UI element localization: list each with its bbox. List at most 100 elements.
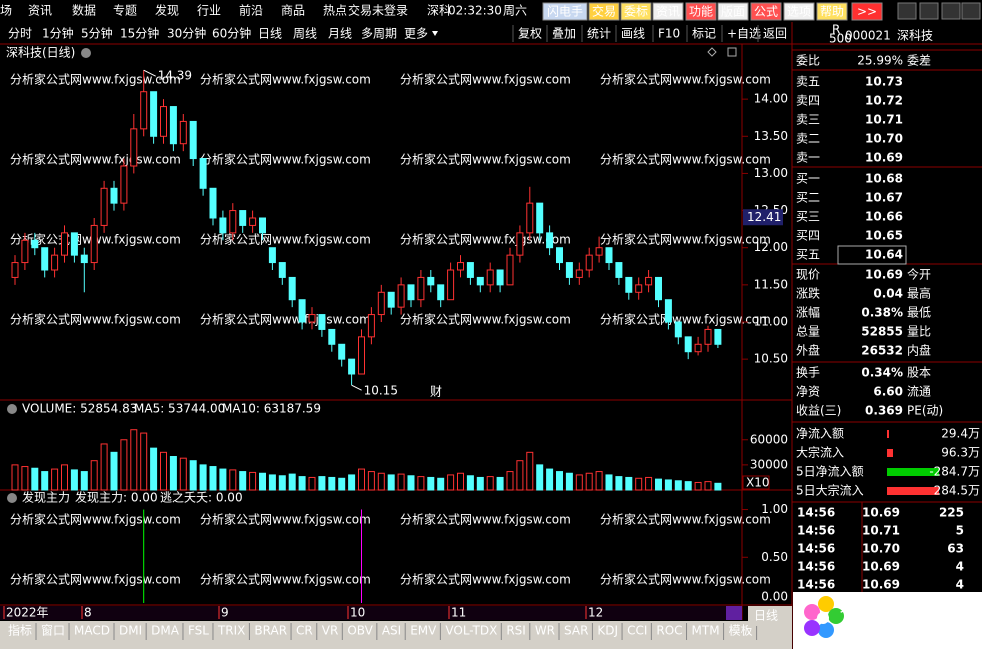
indicator-tab[interactable]: SAR bbox=[564, 624, 588, 638]
window-button[interactable] bbox=[919, 2, 939, 20]
tab-bar bbox=[0, 621, 792, 649]
button[interactable]: 闪电手 bbox=[547, 5, 583, 19]
period-tab[interactable]: 15分钟 bbox=[120, 26, 159, 41]
y-tick-label: 0.50 bbox=[761, 550, 788, 564]
field-label: 涨跌 bbox=[796, 286, 820, 301]
period-tab[interactable]: 30分钟 bbox=[167, 26, 206, 41]
period-tab[interactable]: 1分钟 bbox=[42, 26, 74, 41]
indicator-tab[interactable]: MTM bbox=[692, 624, 720, 638]
menu-item[interactable]: 专题 bbox=[113, 3, 137, 18]
watermark: 分析家公式网www.fxjgsw.com bbox=[10, 312, 181, 327]
button-bg[interactable] bbox=[542, 2, 588, 21]
trade-price: 10.69 bbox=[862, 506, 900, 520]
indicator-tab[interactable]: 模板 bbox=[729, 624, 753, 638]
period-tab[interactable]: 月线 bbox=[328, 27, 352, 41]
menu-item[interactable]: 行业 bbox=[197, 4, 221, 18]
indicator-tab[interactable]: VOL-TDX bbox=[445, 624, 497, 638]
tool-button[interactable]: 返回 bbox=[763, 27, 787, 41]
period-tab[interactable]: 日线 bbox=[258, 27, 282, 41]
y-tick-label: 11.00 bbox=[754, 315, 788, 329]
weekday: 周六 bbox=[503, 4, 527, 18]
button[interactable]: 公式 bbox=[754, 5, 778, 19]
button[interactable]: 功能 bbox=[689, 5, 713, 19]
window-button[interactable] bbox=[941, 2, 961, 20]
button-bg[interactable] bbox=[620, 2, 652, 21]
bid-price: 10.67 bbox=[865, 191, 903, 205]
indicator-tab[interactable]: CR bbox=[296, 624, 313, 638]
menu-item[interactable]: 前沿 bbox=[239, 3, 263, 18]
period-tab[interactable]: 5分钟 bbox=[81, 26, 113, 41]
watermark: 分析家公式网www.fxjgsw.com bbox=[600, 512, 771, 527]
tool-button[interactable]: 叠加 bbox=[552, 27, 576, 41]
field-label: 外盘 bbox=[796, 343, 820, 358]
indicator-tab[interactable]: DMA bbox=[151, 624, 180, 638]
button-bg[interactable] bbox=[685, 2, 717, 21]
candle-body bbox=[615, 262, 623, 278]
button[interactable]: 委标 bbox=[624, 5, 648, 19]
indicator-tab[interactable]: ASI bbox=[382, 624, 401, 638]
menu-item[interactable]: 商品 bbox=[281, 3, 305, 18]
indicator-tab[interactable]: RSI bbox=[506, 624, 526, 638]
indicator-tab[interactable]: MACD bbox=[74, 624, 110, 638]
indicator-tab[interactable]: OBV bbox=[347, 624, 373, 638]
period-tab[interactable]: 日线 bbox=[754, 609, 778, 623]
candle-body bbox=[377, 291, 385, 316]
indicator-tab[interactable]: VR bbox=[322, 624, 339, 638]
indicator-tab[interactable]: ROC bbox=[656, 624, 682, 638]
indicator-tab[interactable]: FSL bbox=[188, 624, 209, 638]
button-bg[interactable] bbox=[717, 2, 749, 21]
indicator-tab[interactable]: CCI bbox=[627, 624, 647, 638]
event-mark[interactable]: 财 bbox=[430, 385, 442, 399]
tool-button[interactable]: 复权 bbox=[518, 27, 542, 41]
tool-button[interactable]: 统计 bbox=[587, 27, 611, 41]
candle-body bbox=[476, 276, 484, 286]
button-bg[interactable] bbox=[816, 2, 848, 21]
menu-item[interactable]: 数据 bbox=[72, 3, 96, 18]
period-tab[interactable]: 分时 bbox=[8, 27, 32, 41]
window-button[interactable] bbox=[897, 2, 917, 20]
button[interactable]: 资讯 bbox=[656, 5, 680, 19]
button-bg[interactable] bbox=[750, 2, 782, 21]
petal bbox=[818, 622, 834, 638]
volume-bar bbox=[160, 451, 167, 491]
indicator-tab[interactable]: WR bbox=[535, 624, 555, 638]
menu-item[interactable]: 资讯 bbox=[28, 4, 52, 18]
period-tab[interactable]: 周线 bbox=[293, 27, 317, 41]
indicator-tab[interactable]: DMI bbox=[119, 624, 142, 638]
field-label: 总量 bbox=[796, 325, 820, 339]
tool-button[interactable]: +自选 bbox=[727, 27, 761, 41]
button[interactable]: 交易 bbox=[592, 4, 616, 19]
button-bg[interactable] bbox=[588, 2, 620, 21]
volume-bar bbox=[466, 475, 474, 491]
indicator-tab[interactable]: 指标 bbox=[8, 623, 32, 638]
indicator-tab[interactable]: 窗口 bbox=[41, 624, 65, 638]
button-bg[interactable] bbox=[851, 2, 883, 21]
ask-price: 10.71 bbox=[865, 113, 903, 127]
period-tab[interactable]: 60分钟 bbox=[212, 26, 251, 41]
indicator-tab[interactable]: BRAR bbox=[254, 624, 287, 638]
volume-bar bbox=[179, 457, 187, 491]
indicator-tab[interactable]: EMV bbox=[410, 624, 437, 638]
menu-item[interactable]: 热点 bbox=[323, 4, 347, 18]
tool-button[interactable]: 标记 bbox=[692, 27, 716, 41]
volume-bar bbox=[70, 469, 78, 491]
menu-item[interactable]: 场 bbox=[0, 4, 12, 18]
volume-bar bbox=[110, 451, 118, 491]
period-tab[interactable]: 更多 bbox=[404, 27, 428, 41]
window-button[interactable] bbox=[961, 2, 981, 20]
tool-button[interactable]: 画线 bbox=[621, 27, 645, 41]
button[interactable]: >> bbox=[857, 5, 877, 19]
button[interactable]: 选项 bbox=[787, 5, 811, 19]
button[interactable]: 帮助 bbox=[820, 5, 844, 19]
indicator-tab[interactable]: KDJ bbox=[597, 624, 618, 638]
button[interactable]: 版面 bbox=[721, 5, 745, 19]
button-bg[interactable] bbox=[652, 2, 684, 21]
field-label: 流通 bbox=[907, 385, 931, 399]
tool-button[interactable]: F10 bbox=[658, 27, 680, 41]
candle-body bbox=[259, 217, 266, 234]
petal bbox=[818, 596, 834, 612]
menu-item[interactable]: 发现 bbox=[155, 3, 179, 18]
button-bg[interactable] bbox=[783, 2, 815, 21]
period-tab[interactable]: 多周期 bbox=[361, 27, 397, 41]
indicator-tab[interactable]: TRIX bbox=[217, 624, 245, 638]
